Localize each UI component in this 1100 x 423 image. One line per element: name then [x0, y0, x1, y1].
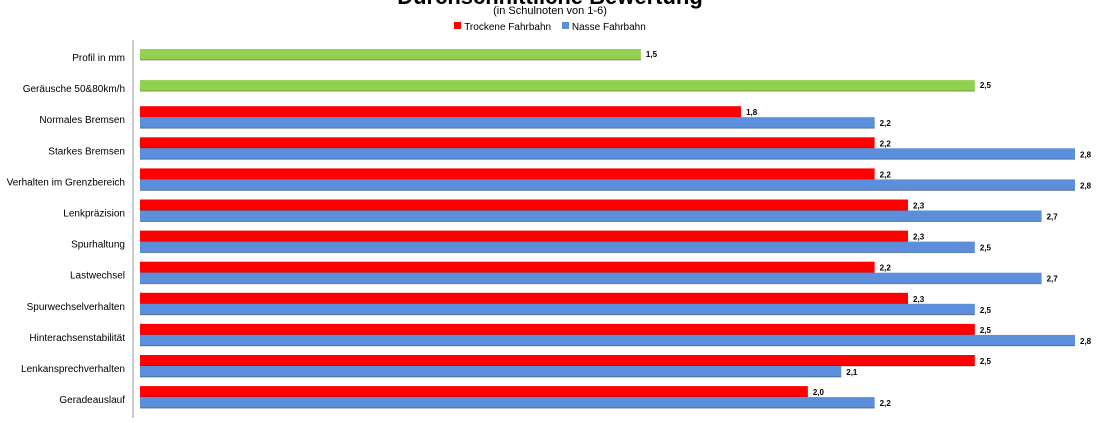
bar-lenkansprechverhalten-nass [140, 366, 842, 377]
value-label-verhalten-im-grenzbereich-trocken: 2,2 [880, 170, 892, 179]
value-label-lenkpräzision-nass: 2,7 [1047, 213, 1059, 222]
category-label-spurwechselverhalten: Spurwechselverhalten [27, 302, 125, 313]
category-label-geräusche-50-80km-h: Geräusche 50&80km/h [23, 84, 125, 95]
value-label-normales-bremsen-nass: 2,2 [880, 119, 892, 128]
bar-lenkpräzision-trocken [140, 199, 909, 211]
value-label-spurhaltung-nass: 2,5 [980, 244, 992, 253]
bar-spurhaltung-nass [140, 241, 975, 253]
bar-normales-bremsen-trocken [140, 106, 742, 118]
value-label-spurhaltung-trocken: 2,3 [913, 233, 925, 242]
legend-item-nass: Nasse Fahrbahn [561, 21, 646, 35]
bar-starkes-bremsen-nass [140, 148, 1075, 160]
category-label-starkes-bremsen: Starkes Bremsen [48, 146, 125, 157]
legend-label-nass: Nasse Fahrbahn [571, 22, 646, 33]
category-label-profil-in-mm: Profil in mm [72, 53, 125, 64]
value-label-lenkpräzision-trocken: 2,3 [913, 202, 925, 211]
category-label-hinterachsenstabilität: Hinterachsenstabilität [29, 333, 125, 344]
chart-subtitle: (in Schulnoten von 1-6) [493, 5, 607, 17]
bar-profil-in-mm [140, 49, 641, 60]
legend: Trockene Fahrbahn Nasse Fahrbahn [0, 21, 1100, 35]
category-label-lastwechsel: Lastwechsel [70, 271, 125, 282]
value-label-lenkansprechverhalten-trocken: 2,5 [980, 357, 992, 366]
chart-title: Durchschnittliche Bewertung [0, 0, 1100, 8]
bar-verhalten-im-grenzbereich-trocken [140, 168, 875, 180]
bar-geradeauslauf-nass [140, 397, 875, 409]
bar-geräusche-50-80km-h [140, 80, 975, 92]
bars-group: Profil in mm 1,5 Geräusche 50&80km/h 2,5 Nor… [7, 49, 1092, 409]
value-label-spurwechselverhalten-nass: 2,5 [980, 306, 992, 315]
value-label-verhalten-im-grenzbereich-nass: 2,8 [1080, 181, 1092, 190]
bar-spurwechselverhalten-nass [140, 303, 975, 315]
bar-lenkpräzision-nass [140, 210, 1042, 222]
legend-swatch-nass [561, 22, 569, 29]
bar-geradeauslauf-trocken [140, 386, 808, 398]
value-label-hinterachsenstabilität-trocken: 2,5 [980, 326, 992, 335]
bar-hinterachsenstabilität-trocken [140, 323, 975, 335]
category-label-verhalten-im-grenzbereich: Verhalten im Grenzbereich [7, 177, 125, 188]
bar-spurwechselverhalten-trocken [140, 292, 909, 304]
bar-hinterachsenstabilität-nass [140, 334, 1075, 346]
value-label-lastwechsel-trocken: 2,2 [880, 264, 892, 273]
value-label-lastwechsel-nass: 2,7 [1047, 275, 1059, 284]
legend-swatch-trocken [454, 22, 462, 29]
value-label-starkes-bremsen-trocken: 2,2 [880, 139, 892, 148]
value-label-starkes-bremsen-nass: 2,8 [1080, 150, 1092, 159]
bar-spurhaltung-trocken [140, 230, 909, 242]
value-label-profil-in-mm: 1,5 [646, 50, 658, 59]
value-label-normales-bremsen-trocken: 1,8 [746, 108, 758, 117]
value-label-geradeauslauf-trocken: 2,0 [813, 388, 825, 397]
value-label-geradeauslauf-nass: 2,2 [880, 399, 892, 408]
legend-label-trocken: Trockene Fahrbahn [464, 22, 552, 33]
bar-lastwechsel-trocken [140, 261, 875, 273]
bar-normales-bremsen-nass [140, 117, 875, 129]
bar-verhalten-im-grenzbereich-nass [140, 179, 1075, 191]
legend-item-trocken: Trockene Fahrbahn [454, 21, 551, 35]
category-label-normales-bremsen: Normales Bremsen [39, 115, 125, 126]
value-label-geräusche-50-80km-h: 2,5 [980, 81, 992, 90]
category-label-geradeauslauf: Geradeauslauf [59, 395, 125, 406]
category-label-lenkansprechverhalten: Lenkansprechverhalten [21, 364, 125, 375]
value-label-spurwechselverhalten-trocken: 2,3 [913, 295, 925, 304]
category-label-lenkpräzision: Lenkpräzision [63, 209, 125, 220]
bar-starkes-bremsen-trocken [140, 137, 875, 149]
category-label-spurhaltung: Spurhaltung [71, 240, 125, 251]
value-label-lenkansprechverhalten-nass: 2,1 [846, 368, 858, 377]
bar-lenkansprechverhalten-trocken [140, 355, 975, 366]
bar-lastwechsel-nass [140, 272, 1042, 284]
value-label-hinterachsenstabilität-nass: 2,8 [1080, 337, 1092, 346]
